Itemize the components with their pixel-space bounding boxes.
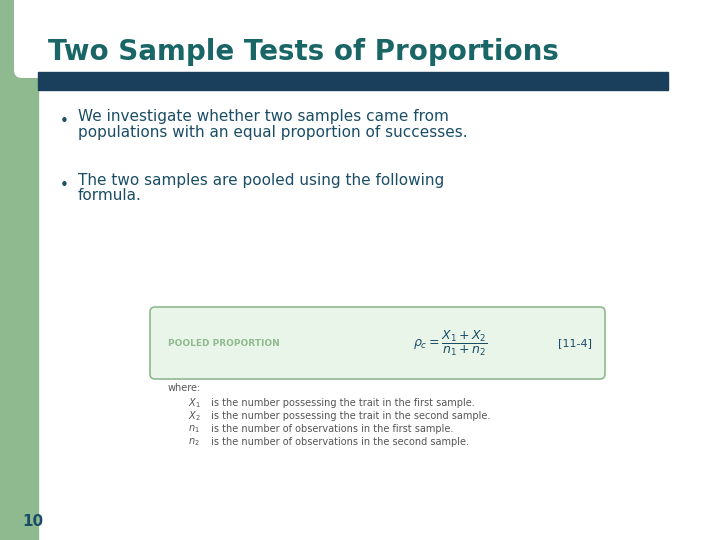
Text: where:: where: xyxy=(168,383,202,393)
Text: is the number of observations in the first sample.: is the number of observations in the fir… xyxy=(208,424,454,434)
Text: •: • xyxy=(60,178,69,192)
Bar xyxy=(0,0,220,68)
Text: is the number of observations in the second sample.: is the number of observations in the sec… xyxy=(208,437,469,447)
Text: We investigate whether two samples came from: We investigate whether two samples came … xyxy=(78,110,449,125)
Text: populations with an equal proportion of successes.: populations with an equal proportion of … xyxy=(78,125,467,140)
Bar xyxy=(0,0,38,540)
Text: $X_2$: $X_2$ xyxy=(188,409,201,423)
Text: •: • xyxy=(60,114,69,130)
FancyBboxPatch shape xyxy=(14,0,230,78)
Bar xyxy=(38,72,668,90)
Text: $X_1$: $X_1$ xyxy=(188,396,201,410)
Text: formula.: formula. xyxy=(78,188,142,204)
Text: $n_2$: $n_2$ xyxy=(188,436,199,448)
Text: is the number possessing the trait in the second sample.: is the number possessing the trait in th… xyxy=(208,411,490,421)
Text: [11-4]: [11-4] xyxy=(558,338,592,348)
Text: $n_1$: $n_1$ xyxy=(188,423,199,435)
Text: $\rho_c = \dfrac{X_1 + X_2}{n_1 + n_2}$: $\rho_c = \dfrac{X_1 + X_2}{n_1 + n_2}$ xyxy=(413,328,487,357)
Text: is the number possessing the trait in the first sample.: is the number possessing the trait in th… xyxy=(208,398,474,408)
Text: The two samples are pooled using the following: The two samples are pooled using the fol… xyxy=(78,172,444,187)
Text: POOLED PROPORTION: POOLED PROPORTION xyxy=(168,339,280,348)
Text: 10: 10 xyxy=(22,515,43,530)
FancyBboxPatch shape xyxy=(150,307,605,379)
Text: Two Sample Tests of Proportions: Two Sample Tests of Proportions xyxy=(48,38,559,66)
